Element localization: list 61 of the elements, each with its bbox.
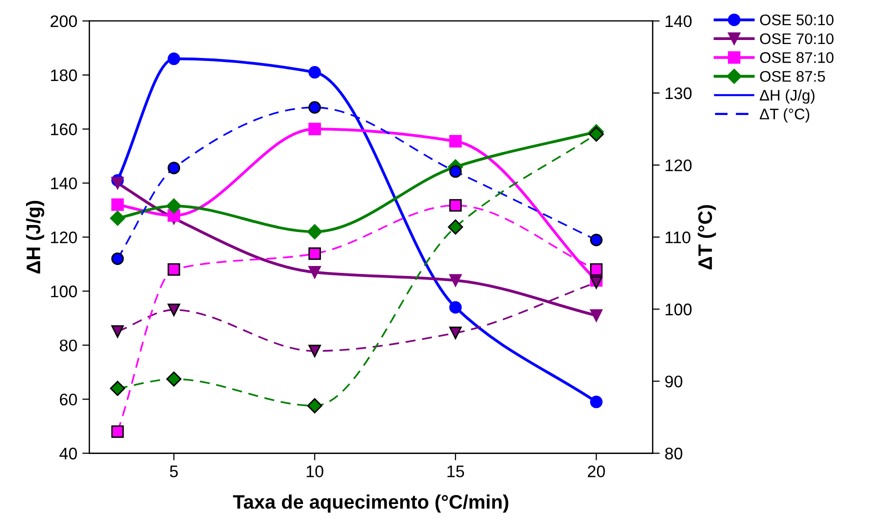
point	[307, 398, 322, 414]
point	[111, 252, 124, 265]
point	[168, 52, 180, 66]
point	[110, 380, 126, 396]
y-axis-title: ΔH (J/g)	[26, 200, 44, 274]
y2-tick-label: 130	[666, 87, 692, 100]
y2-tick-label: 100	[666, 304, 692, 316]
point	[449, 199, 462, 212]
point	[449, 165, 462, 178]
y-tick-label: 80	[60, 340, 77, 352]
point	[449, 301, 462, 314]
y-tick-label: 100	[51, 286, 77, 298]
legend-label: OSE 50:10	[760, 14, 834, 26]
point	[166, 371, 182, 387]
point	[590, 309, 603, 322]
legend-label: OSE 70:10	[760, 33, 834, 44]
point	[168, 263, 180, 276]
y2-tick-label: 90	[665, 376, 682, 388]
point	[110, 210, 126, 226]
point	[590, 263, 603, 276]
text: ΔH (J/g)	[760, 89, 814, 104]
point	[111, 425, 124, 438]
point	[448, 219, 464, 235]
y-tick-label: 60	[60, 394, 77, 406]
point	[308, 122, 321, 136]
legend-label: OSE 87:10	[760, 52, 834, 63]
point	[111, 198, 124, 211]
y-tick-label: 40	[59, 448, 77, 460]
y2-tick-label: 80	[665, 448, 682, 460]
point	[590, 396, 603, 408]
point	[590, 234, 603, 246]
x-tick-label: 20	[588, 466, 605, 478]
point	[308, 101, 321, 114]
point	[308, 66, 321, 79]
x-tick-label: 15	[447, 466, 464, 478]
x-axis-title: Taxa de aquecimento (°C/min)	[233, 494, 508, 513]
point	[308, 247, 321, 260]
y2-tick-label: 110	[666, 232, 690, 244]
x-tick-label: 10	[306, 466, 324, 478]
y-tick-label: 160	[51, 123, 77, 136]
y2-tick-label: 140	[666, 15, 692, 28]
point	[168, 304, 180, 316]
point	[111, 325, 124, 338]
y-tick-label: 200	[50, 15, 77, 28]
y-tick-label: 140	[51, 177, 77, 190]
point	[307, 224, 322, 240]
y-tick-label: 180	[51, 69, 77, 82]
y2-axis-title: ΔT (°C)	[698, 205, 716, 270]
point	[111, 176, 124, 190]
x-tick-label: 5	[170, 466, 178, 478]
point	[308, 344, 321, 358]
point	[449, 326, 462, 340]
y2-tick-label: 120	[666, 159, 692, 172]
point	[166, 198, 182, 214]
text: ΔT (°C)	[760, 108, 810, 122]
y-tick-label: 120	[51, 232, 77, 244]
point	[449, 134, 462, 148]
point	[308, 266, 321, 278]
point	[168, 162, 180, 174]
point	[449, 274, 462, 287]
legend-label: OSE 87:5	[760, 70, 825, 82]
